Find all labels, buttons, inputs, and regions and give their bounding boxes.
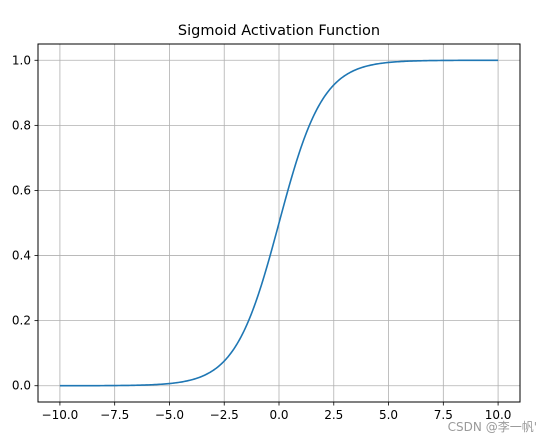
x-tick-label: −5.0 <box>155 408 184 422</box>
y-tick-label: 0.2 <box>12 314 31 328</box>
x-tick-label: −7.5 <box>100 408 129 422</box>
x-tick-label: 5.0 <box>379 408 398 422</box>
watermark: CSDN @李一帆' <box>448 419 537 434</box>
x-tick-label: 7.5 <box>434 408 453 422</box>
y-tick-label: 0.6 <box>12 183 31 197</box>
y-tick-label: 0.8 <box>12 118 31 132</box>
y-tick-label: 0.4 <box>12 249 31 263</box>
x-tick-label: 0.0 <box>269 408 288 422</box>
x-tick-label: 10.0 <box>485 408 512 422</box>
y-tick-label: 0.0 <box>12 379 31 393</box>
plot-area <box>59 59 499 387</box>
x-tick-label: −10.0 <box>42 408 79 422</box>
x-tick-label: 2.5 <box>324 408 343 422</box>
axis-ticks: −10.0 −7.5 −5.0 −2.5 0.0 2.5 5.0 7.5 10.0 0.0 0.2 0… <box>12 53 512 422</box>
y-tick-label: 1.0 <box>12 53 31 67</box>
sigmoid-line <box>59 59 499 387</box>
x-tick-label: −2.5 <box>210 408 239 422</box>
chart-title: Sigmoid Activation Function <box>178 23 380 39</box>
